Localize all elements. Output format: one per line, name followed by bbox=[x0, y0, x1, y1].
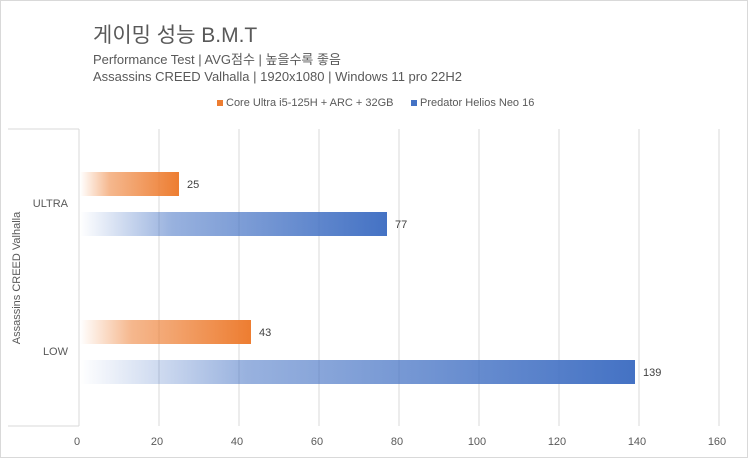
group-label: Assassins CREED Valhalla bbox=[11, 211, 23, 344]
data-label: 43 bbox=[259, 327, 271, 339]
x-tick-label: 140 bbox=[628, 436, 646, 448]
chart-title: 게이밍 성능 B.M.T bbox=[93, 24, 258, 47]
x-tick-label: 80 bbox=[391, 436, 403, 448]
x-tick-label: 120 bbox=[548, 436, 566, 448]
bar bbox=[80, 212, 387, 236]
legend-label: Core Ultra i5-125H + ARC + 32GB bbox=[226, 97, 394, 109]
category-label: LOW bbox=[43, 346, 69, 358]
bar bbox=[80, 360, 635, 384]
x-tick-label: 160 bbox=[708, 436, 726, 448]
x-tick-label: 60 bbox=[311, 436, 323, 448]
legend-item-core-ultra: Core Ultra i5-125H + ARC + 32GB bbox=[217, 97, 394, 109]
legend-swatch bbox=[217, 100, 223, 106]
x-tick-label: 100 bbox=[468, 436, 486, 448]
chart-subtitle-2: Assassins CREED Valhalla | 1920x1080 | W… bbox=[93, 69, 463, 84]
data-label: 139 bbox=[643, 367, 661, 379]
data-label: 77 bbox=[395, 219, 407, 231]
x-tick-label: 20 bbox=[151, 436, 163, 448]
data-label: 25 bbox=[187, 179, 199, 191]
x-tick-label: 0 bbox=[74, 436, 80, 448]
category-label: ULTRA bbox=[33, 198, 69, 210]
chart-subtitle-1: Performance Test | AVG점수 | 높을수록 좋음 bbox=[93, 52, 341, 67]
x-tick-label: 40 bbox=[231, 436, 243, 448]
legend-label: Predator Helios Neo 16 bbox=[420, 97, 535, 109]
bar bbox=[80, 320, 251, 344]
bar bbox=[80, 172, 179, 196]
legend-item-predator: Predator Helios Neo 16 bbox=[411, 97, 534, 109]
legend-swatch bbox=[411, 100, 417, 106]
